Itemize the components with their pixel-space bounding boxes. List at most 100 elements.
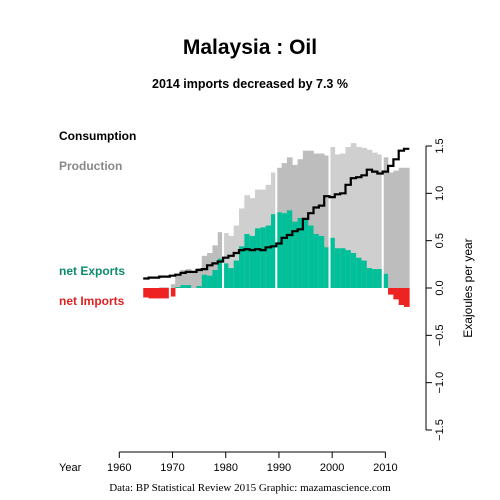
net-exports-bar [356,257,362,288]
production-bar [212,245,219,288]
production-bar [228,235,235,288]
y-tick-label: −0.5 [434,324,446,346]
net-exports-bar [212,270,219,288]
production-bar [223,233,229,288]
x-tick-label: 1990 [267,462,291,474]
production-bar [180,270,187,288]
production-bar [388,172,394,288]
x-tick-label: 2000 [320,462,344,474]
net-exports-bar [255,228,261,288]
production-bar [382,157,389,288]
legend-production: Production [59,159,123,173]
production-bar [169,284,176,288]
x-tick-label: 1960 [107,462,131,474]
net-imports-bar [398,288,405,306]
net-exports-bar [308,225,314,288]
production-bar [329,146,336,288]
net-exports-bar [201,274,208,288]
net-exports-bar [175,287,181,288]
production-bar [207,252,213,288]
y-tick-label: −1.0 [434,372,446,394]
net-exports-bar [377,269,384,288]
net-imports-bar [169,288,176,297]
production-bar [233,225,240,288]
y-tick-label: 1.5 [434,138,446,153]
production-bar [345,146,352,288]
net-exports-bar [276,212,282,288]
net-exports-bar [281,213,288,288]
y-tick-label: 1.0 [434,186,446,201]
net-exports-bar [249,235,256,288]
net-exports-bar [207,275,213,288]
net-exports-bar [313,234,320,288]
production-bar [340,153,346,288]
net-exports-bar [361,260,368,288]
net-exports-bar [270,214,277,288]
legend-consumption: Consumption [59,129,137,143]
production-bar [308,150,314,288]
production-bar [334,154,341,288]
x-tick-label: 2010 [373,462,397,474]
production-bar [313,153,320,288]
net-exports-bar [286,210,293,288]
net-exports-bar [239,246,245,288]
net-exports-bar [324,247,330,288]
production-bar [324,155,330,288]
net-imports-bar [164,288,171,299]
net-exports-bar [318,235,325,288]
production-bar [350,143,357,288]
production-bar [191,271,197,288]
y-axis-label: Exajoules per year [461,238,475,337]
production-bar [201,255,208,288]
production-bar [398,167,405,288]
production-bar [361,147,368,288]
consumption-line [143,147,410,280]
net-exports-bar [265,225,272,288]
net-imports-bar [153,288,160,299]
net-imports-bar [404,288,410,307]
net-exports-bar [329,237,336,288]
net-imports-bar [388,288,394,295]
net-exports-bar [260,227,266,288]
net-exports-bar [345,250,352,288]
production-bar [185,269,192,288]
production-bar [164,287,171,288]
production-bar [366,149,373,288]
production-bar [404,167,410,288]
x-axis-label: Year [59,462,82,474]
net-exports-bar [196,286,203,288]
y-tick-label: −1.5 [434,419,446,441]
production-bar [175,273,181,288]
net-imports-bar [393,288,399,300]
net-exports-bar [302,219,309,288]
net-exports-bar [340,248,346,288]
net-exports-bar [180,285,187,288]
net-exports-bar [185,285,192,288]
production-bar [377,154,384,288]
net-exports-bar [372,269,378,288]
production-bar [356,146,362,288]
net-exports-bar [217,258,224,288]
net-exports-bar [297,217,304,288]
production-bar [318,153,325,288]
production-bar [196,268,203,288]
net-exports-bar [366,268,373,288]
y-tick-label: 0.0 [434,280,446,295]
x-tick-label: 1980 [213,462,237,474]
net-exports-bar [223,263,229,288]
production-bar [372,152,378,288]
net-exports-bar [292,221,298,288]
net-imports-bar [143,288,149,298]
chart-subtitle: 2014 imports decreased by 7.3 % [152,77,348,91]
net-exports-bar [244,234,250,288]
production-bar [393,170,399,288]
net-exports-bar [334,248,341,288]
chart-title: Malaysia : Oil [182,36,318,59]
production-bar [159,287,165,288]
y-tick-label: 0.5 [434,233,446,248]
net-imports-bar [159,288,165,299]
net-exports-bar [382,273,389,288]
net-imports-bar [148,288,155,299]
